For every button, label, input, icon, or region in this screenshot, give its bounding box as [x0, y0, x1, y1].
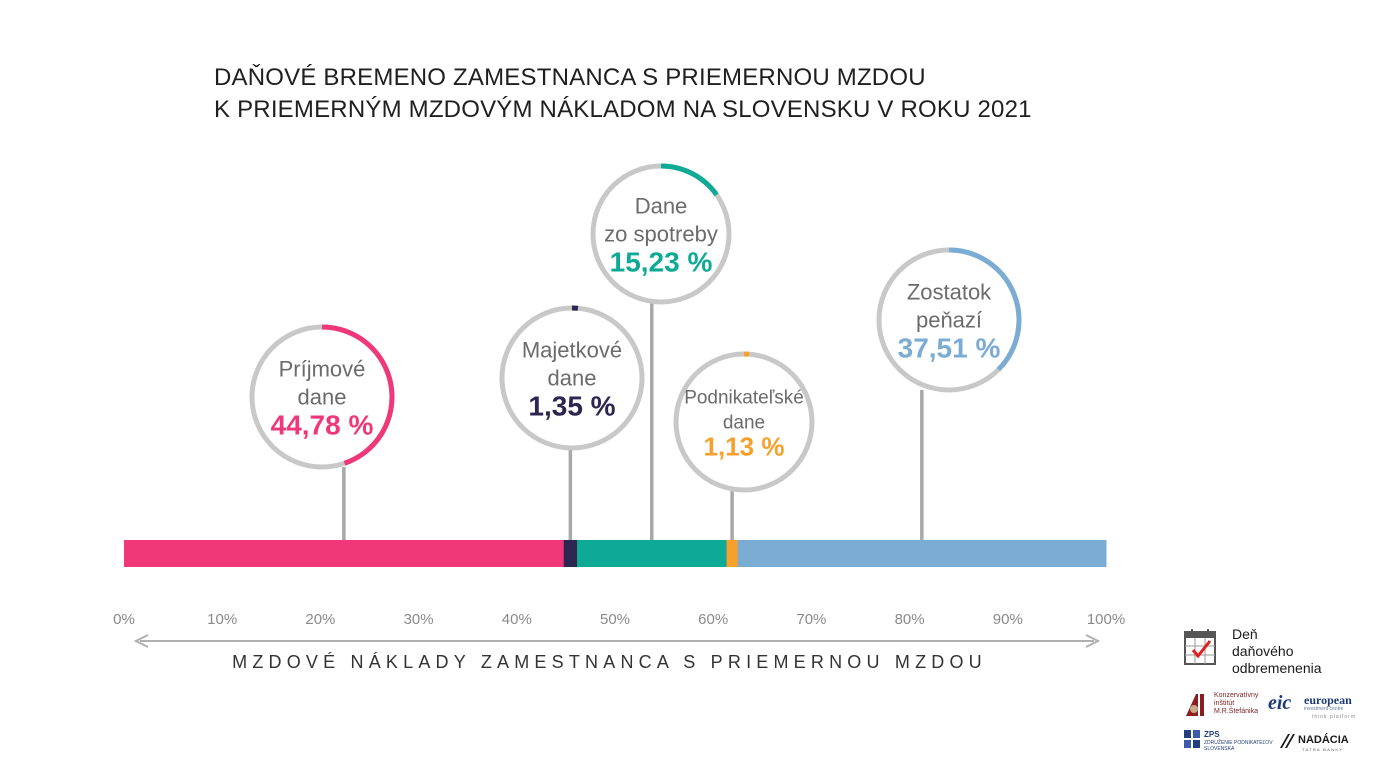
zps-line-1: ZDRUŽENIE PODNIKATEĽOV	[1204, 740, 1273, 746]
ki-line-3: M.R.Štefánika	[1214, 708, 1258, 715]
callout-value-1: 44,78 %	[271, 410, 374, 441]
bar-segment-2	[563, 540, 578, 567]
calendar-icon	[1184, 629, 1216, 665]
callout-value-3: 15,23 %	[610, 247, 713, 278]
callout-label-1-line-1: Príjmové	[279, 357, 366, 382]
callout-value-5: 37,51 %	[898, 333, 1001, 364]
x-tick-label-4: 40%	[502, 611, 532, 628]
ki-line-1: Konzervatívny	[1214, 692, 1259, 699]
x-tick-label-6: 60%	[698, 611, 728, 628]
den-line-2: daňového	[1232, 643, 1294, 659]
callout-label-2-line-1: Majetkové	[522, 338, 622, 363]
nadacia-logo-subtitle: TATRA BANKY	[1302, 747, 1344, 752]
bar-segment-5	[737, 540, 1107, 567]
konzervativny-institut-logo: Konzervatívny inštitút M.R.Štefánika	[1214, 692, 1258, 716]
x-tick-label-8: 80%	[895, 611, 925, 628]
x-tick-label-5: 50%	[600, 611, 630, 628]
x-tick-label-1: 10%	[207, 611, 237, 628]
x-tick-label-3: 30%	[404, 611, 434, 628]
eic-logo-subtitle: investment centre	[1304, 706, 1344, 712]
callout-label-4-line-2: dane	[723, 413, 765, 434]
callout-label-2-line-2: dane	[548, 366, 597, 391]
callout-label-5-line-1: Zostatok	[907, 280, 992, 305]
nadacia-tatra-banky-logo: NADÁCIA	[1298, 734, 1349, 746]
x-tick-label-10: 100%	[1087, 611, 1125, 628]
callout-label-5-line-2: peňazí	[916, 308, 982, 333]
axis-arrow-left-head	[133, 634, 149, 648]
x-tick-label-0: 0%	[113, 611, 135, 628]
chart-title-line-1: DAŇOVÉ BREMENO ZAMESTNANCA S PRIEMERNOU …	[214, 64, 926, 91]
callout-arc-5	[948, 247, 1022, 372]
callout-label-1-line-2: dane	[298, 385, 347, 410]
ki-line-2: inštitút	[1214, 700, 1235, 707]
zps-logo-subtitle: ZDRUŽENIE PODNIKATEĽOV SLOVENSKA	[1204, 740, 1273, 752]
callout-label-4-line-1: Podnikateľské	[684, 388, 804, 409]
zps-line-2: SLOVENSKA	[1204, 746, 1235, 752]
eic-logo-mark: eic	[1268, 692, 1292, 714]
callout-arc-1	[321, 324, 395, 466]
den-danoveho-odbremenenia-logo: Deň daňového odbremenenia	[1232, 626, 1322, 677]
x-tick-label-7: 70%	[796, 611, 826, 628]
callout-label-3-line-2: zo spotreby	[604, 222, 718, 247]
nadacia-logo-mark	[1280, 734, 1295, 748]
bar-segment-4	[726, 540, 739, 567]
zps-logo-mark	[1184, 730, 1200, 748]
den-line-1: Deň	[1232, 626, 1258, 642]
callout-arc-3	[660, 163, 719, 197]
sponsor-logos: Deň daňového odbremenenia Konzervatívny …	[1180, 626, 1360, 771]
x-axis-label: MZDOVÉ NÁKLADY ZAMESTNANCA S PRIEMERNOU …	[232, 652, 987, 672]
x-tick-label-2: 20%	[305, 611, 335, 628]
x-tick-label-9: 90%	[993, 611, 1023, 628]
eic-logo-title: european	[1304, 693, 1352, 707]
bar-segment-3	[576, 540, 728, 567]
callout-value-4: 1,13 %	[704, 432, 785, 462]
zps-logo: ZPS	[1204, 730, 1220, 739]
chart-title-line-2: K PRIEMERNÝM MZDOVÝM NÁKLADOM NA SLOVENS…	[214, 96, 1032, 123]
axis-arrow-right-head	[1085, 634, 1101, 648]
den-line-3: odbremenenia	[1232, 660, 1322, 676]
konzervativny-institut-logo-mark	[1184, 692, 1212, 718]
bar-segment-1	[124, 540, 565, 567]
chart-title: DAŇOVÉ BREMENO ZAMESTNANCA S PRIEMERNOU …	[214, 62, 1032, 126]
callout-value-2: 1,35 %	[528, 391, 615, 422]
callout-label-3-line-1: Dane	[635, 194, 688, 219]
eic-logo-tagline: think platform	[1312, 714, 1357, 720]
